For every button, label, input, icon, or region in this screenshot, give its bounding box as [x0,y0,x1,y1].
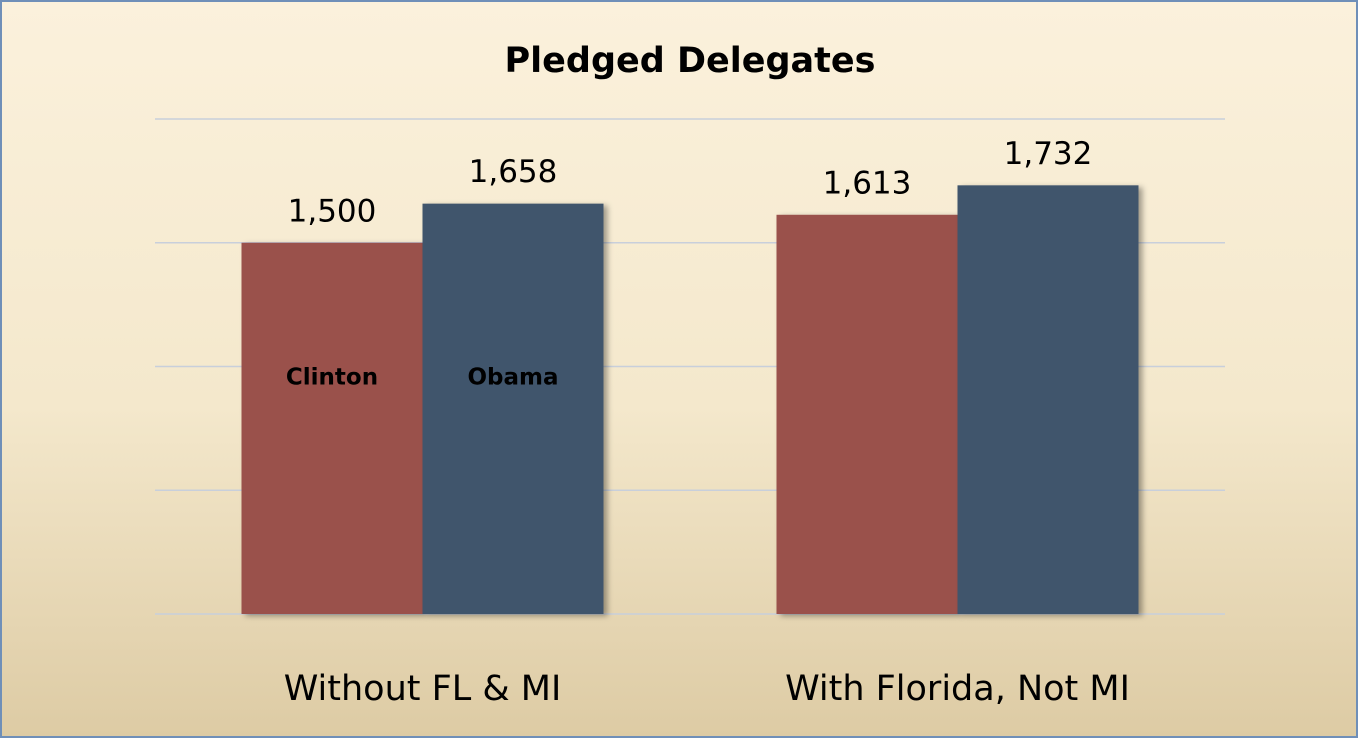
bar [241,242,423,614]
bar [776,214,958,614]
series-label: Obama [467,365,558,391]
value-label: 1,732 [1004,136,1093,172]
series-label: Clinton [286,365,378,391]
bar [957,185,1139,614]
x-tick-label: Without FL & MI [284,669,562,709]
x-tick-label: With Florida, Not MI [785,669,1130,709]
value-label: 1,500 [288,193,377,229]
value-label: 1,613 [823,165,912,201]
chart-title: Pledged Delegates [505,41,876,81]
value-label: 1,658 [469,154,558,190]
bar [422,203,604,614]
